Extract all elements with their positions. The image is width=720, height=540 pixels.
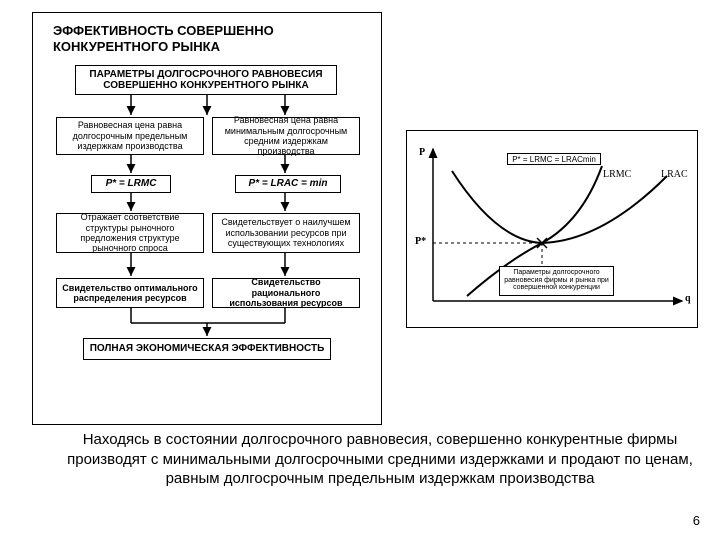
box-left1: Равновесная цена равна долгосрочным пред… xyxy=(56,117,204,155)
box-right2: Свидетельствует о наилучшем использовани… xyxy=(212,213,360,253)
box-right-formula: P* = LRAC = min xyxy=(235,175,341,193)
x-axis-label: q xyxy=(685,293,691,304)
flowchart-title: ЭФФЕКТИВНОСТЬ СОВЕРШЕННО КОНКУРЕНТНОГО Р… xyxy=(53,23,363,56)
flowchart-panel: ЭФФЕКТИВНОСТЬ СОВЕРШЕННО КОНКУРЕНТНОГО Р… xyxy=(32,12,382,425)
box-left3: Свидетельство оптимального распределения… xyxy=(56,278,204,308)
price-label: P* xyxy=(415,236,426,247)
box-params: ПАРАМЕТРЫ ДОЛГОСРОЧНОГО РАВНОВЕСИЯ СОВЕР… xyxy=(75,65,337,95)
lrmc-label: LRMC xyxy=(603,169,631,180)
box-final: ПОЛНАЯ ЭКОНОМИЧЕСКАЯ ЭФФЕКТИВНОСТЬ xyxy=(83,338,331,360)
caption-text: Находясь в состоянии долгосрочного равно… xyxy=(60,430,700,489)
page-number: 6 xyxy=(693,513,700,528)
box-left-formula: P* = LRMC xyxy=(91,175,171,193)
y-axis-label: P xyxy=(419,147,425,158)
box-right3: Свидетельство рационального использовани… xyxy=(212,278,360,308)
box-right1: Равновесная цена равна минимальным долго… xyxy=(212,117,360,155)
graph-panel: P q P* LRMC LRAC P* = LRMC = LRACmin Пар… xyxy=(406,130,698,328)
formula-box: P* = LRMC = LRACmin xyxy=(507,153,601,165)
graph-caption-box: Параметры долгосрочного равновесия фирмы… xyxy=(499,266,614,296)
lrac-label: LRAC xyxy=(661,169,688,180)
box-left2: Отражает соответствие структуры рыночног… xyxy=(56,213,204,253)
